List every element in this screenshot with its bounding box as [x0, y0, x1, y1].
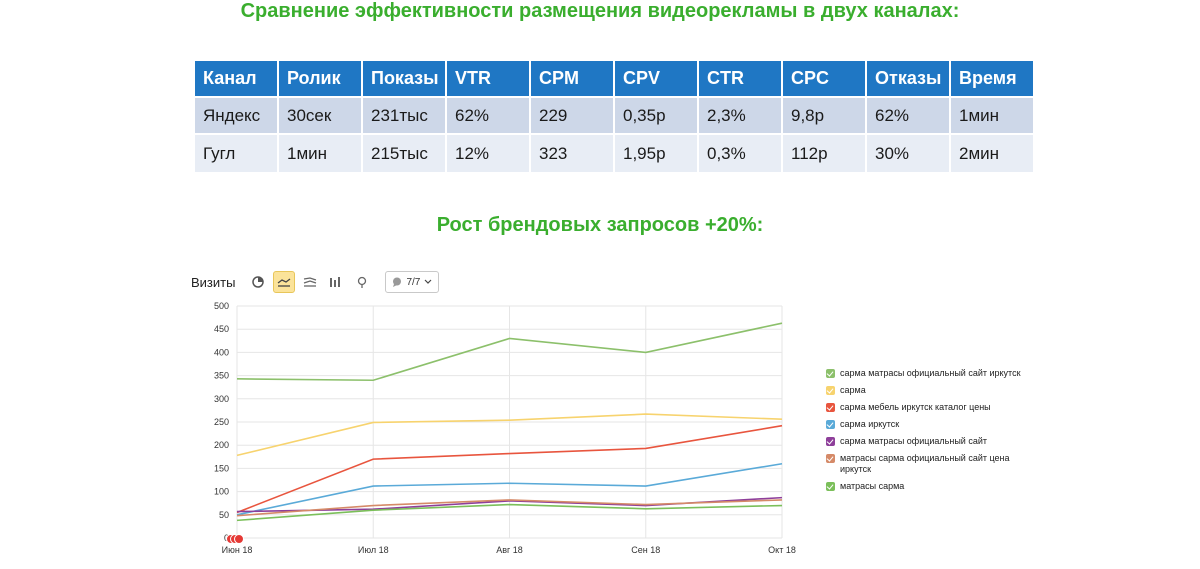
bar-chart-icon — [330, 277, 341, 287]
legend-checkbox[interactable] — [826, 386, 835, 395]
table-cell: 215тыс — [363, 135, 445, 172]
header-cpv: CPV — [615, 61, 697, 98]
pie-chart-icon — [252, 276, 265, 288]
table-cell: 30% — [867, 135, 949, 172]
legend-item[interactable]: сарма — [826, 385, 1026, 396]
stacked-area-button[interactable] — [299, 271, 321, 293]
table-cell: 323 — [531, 135, 613, 172]
growth-heading: Рост брендовых запросов +20%: — [436, 214, 764, 236]
table-cell: 30сек — [279, 98, 361, 135]
header-cpm: CPM — [531, 61, 613, 98]
comparison-heading: Сравнение эффективности размещения видео… — [240, 0, 960, 22]
legend-label: сарма мебель иркутск каталог цены — [840, 402, 991, 412]
legend-checkbox[interactable] — [826, 369, 835, 378]
table-cell: 12% — [447, 135, 529, 172]
y-tick-label: 350 — [214, 371, 229, 381]
header-cpc: CPC — [783, 61, 865, 98]
legend-checkbox[interactable] — [826, 454, 835, 463]
legend-checkbox[interactable] — [826, 403, 835, 412]
table-cell: 9,8р — [783, 98, 865, 135]
chevron-down-icon — [424, 279, 432, 284]
header-impressions: Показы — [363, 61, 445, 98]
legend-label: сарма иркутск — [840, 419, 900, 429]
line-chart-icon — [278, 278, 291, 287]
legend-item[interactable]: сарма матрасы официальный сайт иркутск — [826, 368, 1026, 379]
table-cell: 112р — [783, 135, 865, 172]
legend-item[interactable]: сарма иркутск — [826, 419, 1026, 430]
table-cell: 0,35р — [615, 98, 697, 135]
table-row: Яндекс 30сек 231тыс 62% 229 0,35р 2,3% 9… — [195, 98, 1033, 135]
x-tick-label: Авг 18 — [496, 545, 523, 555]
series-line — [236, 424, 783, 514]
bar-chart-button[interactable] — [325, 271, 347, 293]
x-tick-label: Июл 18 — [358, 545, 389, 555]
y-tick-label: 300 — [214, 394, 229, 404]
legend-item[interactable]: матрасы сарма — [826, 481, 1026, 492]
legend-label: матрасы сарма — [840, 481, 905, 491]
chart-legend: сарма матрасы официальный сайт иркутск са… — [826, 368, 1026, 498]
header-channel: Канал — [195, 61, 277, 98]
y-tick-label: 450 — [214, 324, 229, 334]
map-pin-button[interactable] — [351, 271, 373, 293]
y-tick-label: 400 — [214, 347, 229, 357]
series-line — [236, 503, 783, 522]
legend-label: матрасы сарма официальный сайт цена ирку… — [840, 453, 1010, 474]
header-clip: Ролик — [279, 61, 361, 98]
y-tick-label: 200 — [214, 440, 229, 450]
series-line — [236, 413, 783, 457]
annotation-marker — [234, 534, 244, 544]
series-line — [236, 462, 783, 516]
table-cell: 231тыс — [363, 98, 445, 135]
y-tick-label: 50 — [219, 510, 229, 520]
map-pin-icon — [358, 276, 367, 288]
table-cell: 62% — [447, 98, 529, 135]
legend-item[interactable]: сарма мебель иркутск каталог цены — [826, 402, 1026, 413]
line-chart-button[interactable] — [273, 271, 296, 293]
y-tick-label: 500 — [214, 301, 229, 311]
table-cell: 62% — [867, 98, 949, 135]
legend-label: сарма матрасы официальный сайт — [840, 436, 987, 446]
table-row: Гугл 1мин 215тыс 12% 323 1,95р 0,3% 112р… — [195, 135, 1033, 172]
table-cell: Гугл — [195, 135, 277, 172]
series-line — [236, 499, 783, 517]
legend-item[interactable]: сарма матрасы официальный сайт — [826, 436, 1026, 447]
header-bounces: Отказы — [867, 61, 949, 98]
series-line — [236, 322, 783, 382]
header-ctr: CTR — [699, 61, 781, 98]
series-selector[interactable]: 7/7 — [385, 271, 440, 293]
table-cell: 2мин — [951, 135, 1033, 172]
pie-chart-button[interactable] — [247, 271, 269, 293]
x-tick-label: Июн 18 — [222, 545, 253, 555]
table-cell: 1,95р — [615, 135, 697, 172]
table-cell: 1мин — [951, 98, 1033, 135]
legend-label: сарма матрасы официальный сайт иркутск — [840, 368, 1021, 378]
comment-icon — [393, 277, 402, 287]
series-selector-value: 7/7 — [406, 276, 421, 288]
legend-checkbox[interactable] — [826, 482, 835, 491]
table-cell: Яндекс — [195, 98, 277, 135]
header-vtr: VTR — [447, 61, 529, 98]
x-tick-label: Сен 18 — [631, 545, 660, 555]
y-tick-label: 150 — [214, 463, 229, 473]
comparison-table: Канал Ролик Показы VTR CPM CPV CTR CPC О… — [193, 61, 1035, 172]
x-tick-label: Окт 18 — [768, 545, 796, 555]
legend-checkbox[interactable] — [826, 420, 835, 429]
legend-checkbox[interactable] — [826, 437, 835, 446]
stacked-area-icon — [304, 277, 317, 287]
header-time: Время — [951, 61, 1033, 98]
legend-item[interactable]: матрасы сарма официальный сайт цена ирку… — [826, 453, 1026, 475]
table-cell: 1мин — [279, 135, 361, 172]
table-cell: 0,3% — [699, 135, 781, 172]
table-cell: 2,3% — [699, 98, 781, 135]
y-tick-label: 250 — [214, 417, 229, 427]
chart-toolbar: Визиты 7/7 — [191, 270, 440, 294]
visits-line-chart: 050100150200250300350400450500Июн 18Июл … — [214, 301, 796, 555]
table-cell: 229 — [531, 98, 613, 135]
legend-label: сарма — [840, 385, 866, 395]
table-header-row: Канал Ролик Показы VTR CPM CPV CTR CPC О… — [195, 61, 1033, 98]
chart-title: Визиты — [191, 274, 236, 290]
y-tick-label: 100 — [214, 487, 229, 497]
